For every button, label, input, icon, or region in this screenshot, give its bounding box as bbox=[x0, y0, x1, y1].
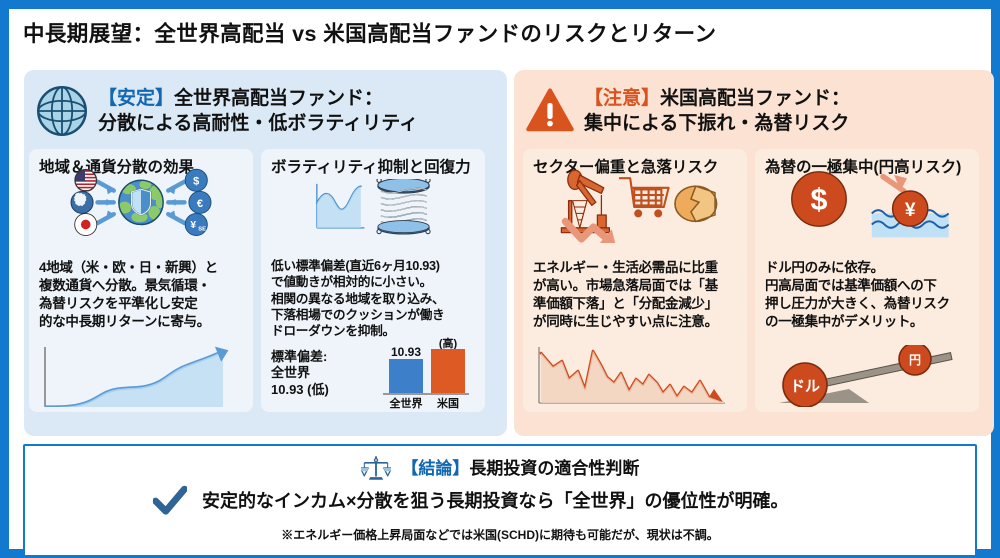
svg-text:€: € bbox=[197, 198, 203, 210]
svg-text:¥: ¥ bbox=[905, 200, 916, 221]
svg-text:SE: SE bbox=[198, 226, 206, 232]
svg-text:¥: ¥ bbox=[190, 220, 196, 231]
svg-text:ドル: ドル bbox=[790, 378, 820, 395]
svg-text:$: $ bbox=[193, 176, 199, 188]
svg-text:円: 円 bbox=[909, 353, 921, 367]
svg-text:$: $ bbox=[811, 182, 828, 216]
